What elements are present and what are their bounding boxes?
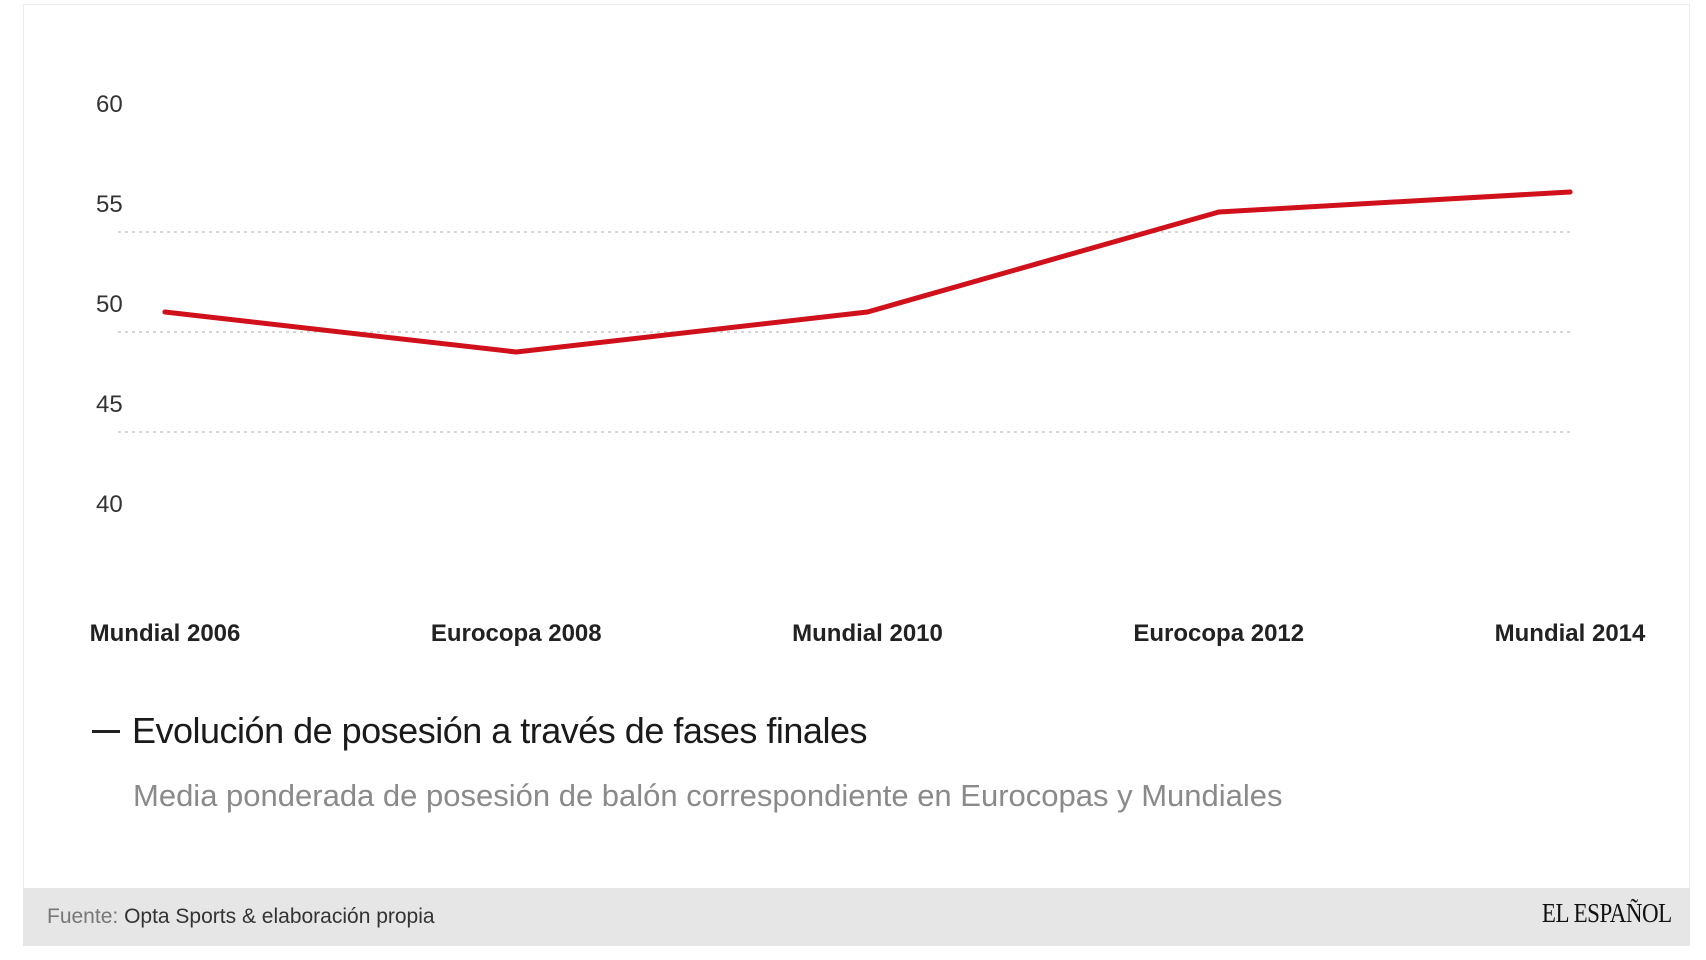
- y-tick-label: 50: [96, 291, 123, 318]
- x-tick-label: Mundial 2010: [792, 620, 943, 647]
- y-axis-ticks: 60 55 50 45 40: [96, 91, 123, 518]
- x-tick-label: Mundial 2014: [1495, 620, 1646, 647]
- data-point: [865, 309, 870, 315]
- y-tick-label: 45: [96, 391, 123, 418]
- series: [162, 189, 1573, 355]
- data-point: [513, 349, 519, 355]
- x-tick-label: Eurocopa 2008: [431, 620, 602, 647]
- y-tick-label: 40: [96, 491, 123, 518]
- el-espanol-logo: EL ESPAÑOL: [1542, 898, 1672, 928]
- data-point: [1567, 189, 1573, 195]
- source-label: Fuente:: [47, 905, 119, 928]
- data-point: [162, 309, 168, 315]
- footer-bar: Fuente: Opta Sports & elaboración propia…: [23, 888, 1690, 946]
- series-line: [162, 189, 1573, 355]
- legend: Evolución de posesión a través de fases …: [92, 710, 867, 752]
- legend-label: Evolución de posesión a través de fases …: [132, 710, 867, 751]
- chart-subtitle: Media ponderada de posesión de balón cor…: [133, 778, 1283, 813]
- y-tick-label: 60: [96, 91, 123, 118]
- x-axis-ticks: Mundial 2006 Eurocopa 2008 Mundial 2010 Eur…: [90, 620, 1646, 647]
- data-point: [1216, 209, 1222, 215]
- legend-swatch: [92, 729, 120, 733]
- source-credit: Fuente: Opta Sports & elaboración propia: [47, 905, 435, 929]
- y-tick-label: 55: [96, 191, 123, 218]
- x-tick-label: Mundial 2006: [90, 620, 241, 647]
- x-tick-label: Eurocopa 2012: [1133, 620, 1304, 647]
- source-value: Opta Sports & elaboración propia: [124, 905, 435, 928]
- chart-card: [23, 4, 1690, 944]
